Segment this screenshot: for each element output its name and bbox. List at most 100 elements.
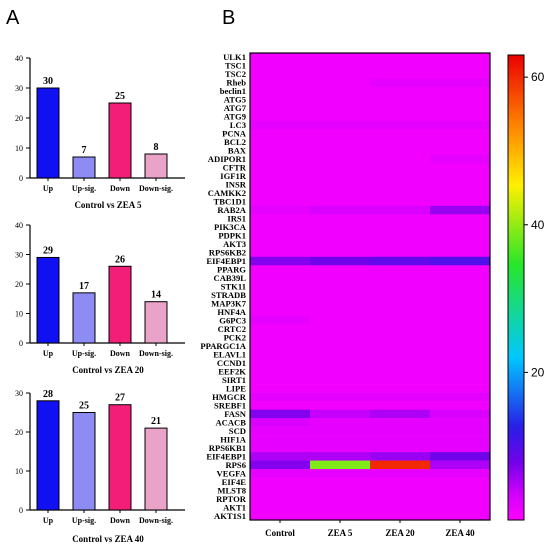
heatmap-cell [370,86,431,96]
heatmap-cell [310,146,371,156]
bar [144,427,168,511]
heatmap-row-label: ATG7 [224,103,247,113]
heatmap-cell [430,112,491,122]
bar-value-label: 29 [43,245,53,256]
heatmap-cell [370,78,431,88]
panel-label-b: B [222,7,235,29]
heatmap-row-label: MAP3K7 [211,298,247,308]
bar [108,265,132,344]
heatmap-column-label: ZEA 20 [385,528,415,538]
heatmap-cell [370,324,431,334]
y-tick-label: 40 [15,221,23,230]
bar-value-label: 28 [43,389,53,400]
heatmap-row-label: LIPE [226,383,246,393]
heatmap-row-label: EIF4EBP1 [206,256,246,266]
bar-value-label: 8 [154,142,159,153]
heatmap-row-label: CAMKK2 [208,188,246,198]
heatmap-cell [430,486,491,495]
bar-value-label: 25 [79,401,89,412]
heatmap-cell [250,299,311,309]
heatmap-cell [430,333,491,342]
heatmap-cell [370,188,431,198]
heatmap-cell [310,86,371,96]
bar [144,301,168,344]
heatmap-cell [370,392,431,402]
heatmap-cell [310,273,371,283]
heatmap-cell [370,95,431,105]
heatmap-cell [370,222,431,232]
heatmap-cell [370,460,431,470]
x-category-label: Down [110,516,131,525]
heatmap-row-label: beclin1 [220,86,246,96]
heatmap-cell [430,256,491,266]
heatmap-cell [370,384,431,393]
heatmap-cell [430,222,491,232]
heatmap-row-label: ULK1 [223,52,246,62]
heatmap-cell [430,426,491,436]
heatmap-cell [310,290,371,300]
heatmap-cell [310,69,371,79]
heatmap-cell [310,426,371,436]
bar-chart-1: 0 10 20 30 40 30 Up 7 Up-sig. 25 Down 8 Down-sig. Con… [15,54,185,210]
x-category-label: Down [110,184,131,193]
heatmap-cell [310,375,371,385]
heatmap-cell [310,503,371,512]
heatmap-cell [310,78,371,88]
heatmap-cell [250,273,311,283]
heatmap-cell [310,265,371,275]
heatmap-row-label: INSR [225,180,246,190]
x-category-label: Down-sig. [139,349,173,358]
heatmap-cell [370,511,431,521]
heatmap-row-label: STRADB [211,290,246,300]
heatmap-cell [370,61,431,71]
heatmap-cell [430,469,491,478]
heatmap-cell [250,409,311,419]
heatmap-row-label: TSC2 [225,69,246,79]
heatmap-cell [310,299,371,309]
heatmap-cell [430,78,491,88]
heatmap-cell [430,163,491,173]
heatmap-cell [370,69,431,79]
heatmap-cell [430,61,491,71]
heatmap-cell [310,477,371,487]
heatmap-cell [250,53,311,62]
heatmap-cell [310,435,371,444]
heatmap-cell [430,86,491,96]
heatmap-cell [430,197,491,207]
heatmap-cell [430,154,491,164]
heatmap-cell [430,146,491,156]
bar-value-label: 21 [151,416,161,427]
x-category-label: Up-sig. [72,184,96,193]
x-category-label: Up [43,516,54,525]
heatmap-cell [430,137,491,147]
heatmap-cell [310,282,371,292]
heatmap-cell [370,350,431,359]
heatmap-cell [370,248,431,258]
heatmap-cell [430,511,491,521]
heatmap-cell [370,163,431,173]
heatmap-cell [430,392,491,402]
colorbar-tick-label: 20 [531,365,545,379]
panel-label-a: A [6,7,20,29]
heatmap-row-label: HIF1A [220,434,247,444]
y-tick-label: 0 [19,506,23,515]
heatmap-cell [370,214,431,224]
heatmap-cell [310,307,371,317]
heatmap-row-label: AKT3 [223,239,246,249]
heatmap-cell [430,290,491,300]
heatmap-column-label: ZEA 40 [445,528,475,538]
heatmap-cell [250,197,311,207]
heatmap-cell [250,137,311,147]
heatmap-cell [250,248,311,258]
heatmap-cell [370,469,431,478]
heatmap-cell [370,486,431,495]
bar-chart-panels: 0 10 20 30 40 30 Up 7 Up-sig. 25 Down 8 Down-sig. Con… [15,54,185,544]
heatmap-cell [250,129,311,139]
heatmap-cell [430,341,491,351]
heatmap-cell [310,486,371,495]
heatmap-row-label: EEF2K [218,366,246,376]
y-tick-label: 20 [15,114,23,123]
heatmap-row-label: EIF4EBP1 [206,451,246,461]
heatmap-cell [250,316,311,326]
